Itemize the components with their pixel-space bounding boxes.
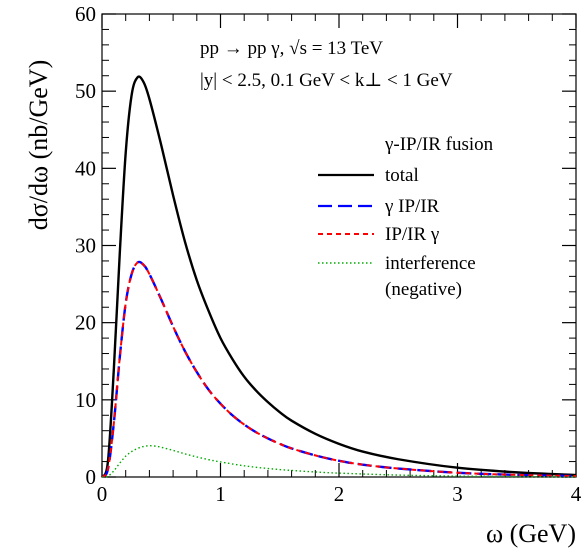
y-tick-label: 30 bbox=[75, 234, 96, 258]
data-series bbox=[100, 75, 577, 478]
y-tick-label: 60 bbox=[75, 2, 96, 26]
series-line-3 bbox=[101, 445, 577, 478]
y-axis-label: dσ/dω (nb/GeV) bbox=[24, 60, 53, 231]
legend-header: γ-IP/IR fusion bbox=[384, 134, 494, 155]
x-tick-label: 3 bbox=[452, 482, 463, 506]
legend-label-total: total bbox=[385, 165, 419, 186]
legend-label-ip-gamma: IP/IR γ bbox=[385, 224, 439, 245]
y-tick-label: 10 bbox=[75, 388, 96, 412]
x-axis-label: ω (GeV) bbox=[486, 519, 576, 548]
series-line-2 bbox=[101, 260, 577, 478]
axis-ticks bbox=[101, 13, 577, 478]
legend: γ-IP/IR fusion total γ IP/IR IP/IR γ int… bbox=[318, 134, 494, 300]
cuts-annotation: |y| < 2.5, 0.1 GeV < k⊥ < 1 GeV bbox=[200, 70, 453, 91]
y-tick-label: 50 bbox=[75, 79, 96, 103]
y-tick-label: 40 bbox=[75, 156, 96, 180]
process-annotation: pp → pp γ, √s = 13 TeV bbox=[200, 38, 383, 59]
x-tick-label: 0 bbox=[97, 482, 108, 506]
legend-label-gamma-ip: γ IP/IR bbox=[384, 196, 440, 217]
x-tick-label: 1 bbox=[215, 482, 226, 506]
x-tick-label: 2 bbox=[334, 482, 345, 506]
y-tick-label: 0 bbox=[86, 465, 97, 489]
series-line-0 bbox=[100, 75, 577, 478]
x-tick-label: 4 bbox=[571, 482, 582, 506]
legend-note-negative: (negative) bbox=[385, 279, 462, 300]
y-tick-label: 20 bbox=[75, 311, 96, 335]
legend-label-interference: interference bbox=[385, 253, 476, 274]
